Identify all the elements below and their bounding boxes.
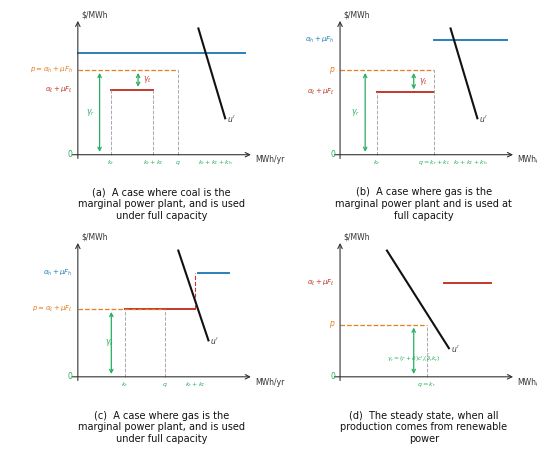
Text: $\alpha_h + \mu F_h$: $\alpha_h + \mu F_h$	[305, 35, 335, 45]
Text: MWh/yr: MWh/yr	[518, 155, 537, 164]
Text: (b)  A case where gas is the
marginal power plant and is used at
full capacity: (b) A case where gas is the marginal pow…	[335, 187, 512, 220]
Text: $\gamma_\ell$: $\gamma_\ell$	[419, 76, 427, 87]
Text: 0: 0	[68, 150, 73, 159]
Text: $q$: $q$	[176, 159, 181, 167]
Text: 0: 0	[330, 372, 335, 381]
Text: $k_r$: $k_r$	[107, 158, 115, 167]
Text: $\gamma_r$: $\gamma_r$	[85, 107, 95, 118]
Text: 0: 0	[330, 150, 335, 159]
Text: $\gamma_r$: $\gamma_r$	[351, 107, 360, 118]
Text: (c)  A case where gas is the
marginal power plant, and is used
under full capaci: (c) A case where gas is the marginal pow…	[78, 411, 245, 444]
Text: $u'$: $u'$	[451, 343, 459, 354]
Text: $k_r + k_\ell + k_h$: $k_r + k_\ell + k_h$	[198, 158, 233, 167]
Text: $\alpha_\ell + \mu F_\ell$: $\alpha_\ell + \mu F_\ell$	[307, 87, 335, 97]
Text: $q = k_r + k_\ell$: $q = k_r + k_\ell$	[418, 158, 450, 167]
Text: $/MWh: $/MWh	[343, 10, 370, 19]
Text: $k_r + k_\ell + k_h$: $k_r + k_\ell + k_h$	[453, 158, 488, 167]
Text: $k_r + k_\ell$: $k_r + k_\ell$	[185, 380, 205, 389]
Text: $p = \alpha_\ell + \mu F_\ell$: $p = \alpha_\ell + \mu F_\ell$	[32, 304, 73, 314]
Text: $u'$: $u'$	[210, 335, 219, 346]
Text: $k_r + k_\ell$: $k_r + k_\ell$	[143, 158, 163, 167]
Text: $\alpha_\ell + \mu F_\ell$: $\alpha_\ell + \mu F_\ell$	[45, 84, 73, 95]
Text: (a)  A case where coal is the
marginal power plant, and is used
under full capac: (a) A case where coal is the marginal po…	[78, 187, 245, 220]
Text: MWh/yr: MWh/yr	[518, 378, 537, 387]
Text: $\gamma_r = (r+\delta)c'_r(\bar{\partial}_r k_r)$: $\gamma_r = (r+\delta)c'_r(\bar{\partial…	[387, 353, 440, 364]
Text: (d)  The steady state, when all
production comes from renewable
power: (d) The steady state, when all productio…	[340, 411, 507, 444]
Text: $\alpha_h + \mu F_h$: $\alpha_h + \mu F_h$	[43, 268, 73, 278]
Text: $q = k_r$: $q = k_r$	[417, 380, 437, 389]
Text: $\gamma_r$: $\gamma_r$	[105, 337, 114, 348]
Text: $/MWh: $/MWh	[343, 233, 370, 242]
Text: $/MWh: $/MWh	[81, 233, 108, 242]
Text: $p$: $p$	[329, 65, 335, 76]
Text: $u'$: $u'$	[479, 113, 488, 124]
Text: $\alpha_\ell + \mu F_\ell$: $\alpha_\ell + \mu F_\ell$	[307, 278, 335, 288]
Text: $k_r$: $k_r$	[373, 158, 381, 167]
Text: $/MWh: $/MWh	[81, 10, 108, 19]
Text: $p = \alpha_h + \mu F_h$: $p = \alpha_h + \mu F_h$	[30, 65, 73, 75]
Text: $k_r$: $k_r$	[121, 380, 128, 389]
Text: $\gamma_\ell$: $\gamma_\ell$	[143, 75, 151, 85]
Text: $u'$: $u'$	[227, 113, 236, 124]
Text: 0: 0	[68, 372, 73, 381]
Text: $q$: $q$	[162, 381, 168, 389]
Text: MWh/yr: MWh/yr	[255, 378, 285, 387]
Text: MWh/yr: MWh/yr	[255, 155, 285, 164]
Text: $p$: $p$	[329, 319, 335, 330]
